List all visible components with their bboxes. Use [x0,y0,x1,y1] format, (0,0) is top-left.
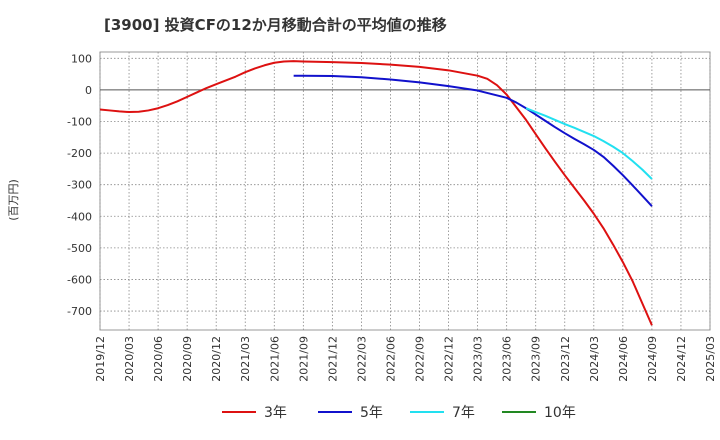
series-line-1 [99,60,653,326]
x-tick-label: 2020/09 [181,336,194,382]
x-tick-label: 2021/12 [326,336,339,382]
x-tick-label: 2021/03 [239,336,252,382]
y-axis-label: (百万円) [7,179,20,221]
legend-label-2: 5年 [360,405,383,421]
y-tick-label: 100 [71,52,92,65]
plot-area [99,51,711,331]
legend-label-3: 7年 [452,405,475,421]
y-tick-label: -100 [67,116,92,129]
x-tick-labels: 2019/12 2020/03 2020/06 2020/09 2020/12 2021/… [94,336,717,382]
legend: 3年 5年 7年 10年 [222,405,576,421]
y-tick-label: 0 [85,84,92,97]
x-tick-label: 2024/06 [617,336,630,382]
legend-label-1: 3年 [264,405,287,421]
series-line-2 [293,74,653,207]
x-tick-label: 2024/09 [646,336,659,382]
x-tick-label: 2021/09 [297,336,310,382]
x-tick-label: 2023/12 [559,336,572,382]
y-tick-label: -500 [67,242,92,255]
x-tick-label: 2023/09 [530,336,543,382]
chart-title: [3900] 投資CFの12か月移動合計の平均値の推移 [104,16,447,34]
x-tick-label: 2024/03 [588,336,601,382]
legend-label-4: 10年 [544,405,576,421]
series-line-3 [525,107,653,180]
y-tick-labels: 100 0 -100 -200 -300 -400 -500 -600 -700 [67,52,92,318]
y-tick-label: -200 [67,147,92,160]
x-tick-label: 2019/12 [94,336,107,382]
x-tick-label: 2022/03 [355,336,368,382]
y-tick-label: -300 [67,179,92,192]
x-tick-label: 2025/03 [704,336,717,382]
x-tick-label: 2022/06 [384,336,397,382]
series-lines [99,60,653,326]
x-tick-label: 2020/12 [210,336,223,382]
x-tick-label: 2022/09 [414,336,427,382]
x-tick-label: 2020/03 [123,336,136,382]
y-tick-label: -600 [67,273,92,286]
y-tick-label: -700 [67,305,92,318]
y-tick-label: -400 [67,210,92,223]
x-tick-label: 2021/06 [268,336,281,382]
x-tick-label: 2020/06 [152,336,165,382]
x-tick-label: 2023/06 [501,336,514,382]
x-tick-label: 2022/12 [443,336,456,382]
x-tick-label: 2024/12 [675,336,688,382]
x-tick-label: 2023/03 [472,336,485,382]
grid [99,52,711,330]
